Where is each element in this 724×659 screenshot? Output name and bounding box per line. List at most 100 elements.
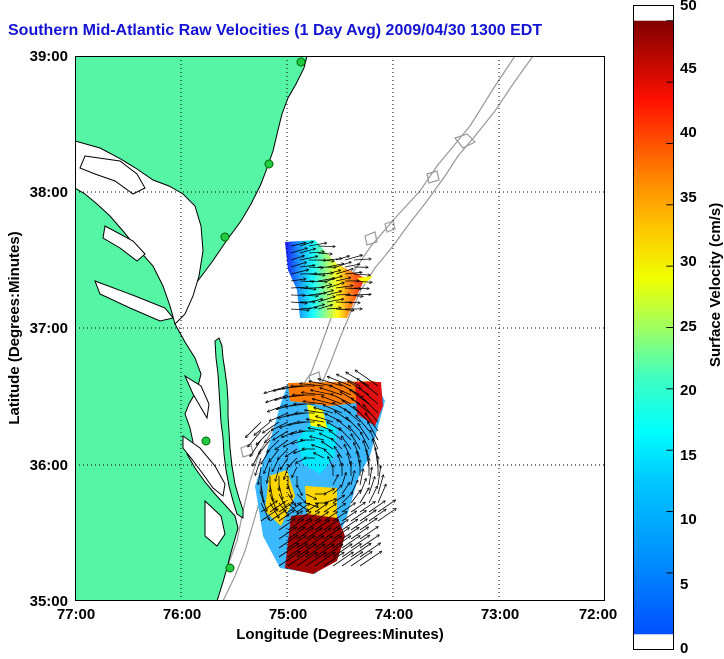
velocity-vector: [361, 396, 379, 414]
velocity-vector: [299, 288, 316, 289]
velocity-vector: [314, 408, 334, 414]
velocity-vector: [299, 295, 318, 296]
velocity-vector: [302, 393, 325, 396]
velocity-vector: [359, 510, 376, 522]
velocity-vector: [265, 430, 280, 443]
velocity-vector: [323, 552, 344, 567]
velocity-vector: [332, 495, 345, 504]
velocity-vector: [339, 428, 352, 441]
velocity-vector: [323, 504, 336, 513]
velocity-vector: [255, 457, 262, 475]
velocity-vector: [368, 467, 372, 486]
velocity-vector: [320, 388, 343, 396]
velocity-vector: [342, 400, 361, 414]
velocity-vector: [359, 469, 363, 486]
velocity-vector: [314, 453, 325, 459]
velocity-vector: [288, 457, 298, 467]
velocity-vector: [322, 396, 343, 405]
velocity-vector: [278, 502, 293, 513]
lat-tick-label: 37:00: [29, 320, 68, 337]
velocity-vector: [287, 528, 305, 540]
velocity-vector: [323, 536, 341, 549]
velocity-vector: [363, 405, 379, 423]
velocity-vector: [282, 430, 298, 437]
velocity-vector: [358, 424, 370, 441]
velocity-vector: [287, 536, 306, 549]
velocity-vector: [303, 401, 325, 405]
station-marker[interactable]: [201, 436, 211, 446]
velocity-vector: [308, 304, 324, 310]
velocity-vector: [290, 256, 304, 261]
colorbar-tick-label: 30: [680, 253, 697, 270]
velocity-vector: [323, 544, 343, 558]
velocity-vector: [269, 510, 286, 522]
velocity-vector: [357, 379, 379, 396]
velocity-vector: [326, 276, 342, 282]
lon-tick-label: 77:00: [56, 606, 96, 623]
velocity-vector: [287, 511, 302, 522]
velocity-vector: [341, 528, 359, 540]
velocity-vector: [299, 249, 315, 254]
velocity-vector: [349, 426, 361, 441]
velocity-vector: [290, 262, 306, 268]
velocity-vector: [354, 443, 361, 459]
lon-tick-label: 72:00: [578, 606, 618, 623]
velocity-vector: [305, 512, 319, 522]
velocity-vector: [260, 484, 264, 503]
velocity-vector: [316, 416, 334, 423]
map-plot[interactable]: [75, 56, 605, 601]
colorbar-tick-label: 25: [680, 318, 697, 335]
colorbar-tick-label: 10: [680, 511, 697, 528]
lon-tick-label: 76:00: [162, 606, 202, 623]
x-axis-label: Longitude (Degrees:Minutes): [236, 626, 444, 643]
lon-tick-label: 75:00: [268, 606, 308, 623]
station-marker[interactable]: [220, 232, 230, 242]
colorbar-tick-label: 5: [680, 576, 689, 593]
velocity-vector: [269, 448, 280, 462]
velocity-vector: [332, 520, 348, 531]
velocity-vector: [278, 493, 286, 508]
velocity-vector: [253, 448, 262, 466]
velocity-vector: [296, 503, 310, 513]
map-canvas[interactable]: [75, 56, 605, 601]
velocity-vector: [344, 255, 362, 261]
velocity-vector: [296, 536, 315, 549]
velocity-vector: [290, 243, 306, 247]
velocity-vector: [332, 475, 338, 486]
station-marker[interactable]: [296, 57, 306, 67]
lon-tick-label: 73:00: [480, 606, 520, 623]
velocity-vector: [329, 430, 343, 441]
lon-tick-label: 74:00: [374, 606, 414, 623]
velocity-heatmap-north: [285, 240, 373, 318]
velocity-vector: [350, 552, 372, 567]
colorbar-tick-label: 50: [680, 0, 697, 14]
velocity-vector: [308, 252, 324, 253]
station-marker[interactable]: [264, 159, 274, 169]
velocity-vector: [323, 499, 336, 504]
velocity-vector: [261, 448, 271, 464]
velocity-vector: [335, 269, 353, 275]
velocity-vector: [254, 421, 271, 435]
velocity-vector: [287, 484, 292, 497]
colorbar-tick-label: 0: [680, 640, 689, 657]
velocity-vector: [299, 265, 315, 268]
station-marker[interactable]: [225, 563, 235, 573]
velocity-vector: [275, 439, 289, 450]
velocity-vector: [317, 296, 335, 303]
velocity-vectors-north: [290, 242, 372, 311]
colorbar-tick-label: 35: [680, 189, 697, 206]
velocity-vector: [248, 430, 262, 447]
velocity-vector: [264, 385, 289, 393]
velocity-vector: [341, 503, 355, 513]
velocity-vector: [317, 285, 332, 289]
velocity-vector: [377, 500, 395, 513]
velocity-vector: [323, 520, 339, 531]
velocity-vector: [290, 430, 307, 434]
velocity-vector: [290, 270, 309, 275]
velocity-vector: [341, 511, 356, 522]
velocity-vector: [299, 256, 318, 261]
velocity-vector: [278, 535, 298, 549]
velocity-vector: [350, 471, 355, 486]
y-axis-label: Latitude (Degrees:Minutes): [6, 231, 23, 425]
colorbar-label: Surface Velocity (cm/s): [707, 202, 724, 367]
